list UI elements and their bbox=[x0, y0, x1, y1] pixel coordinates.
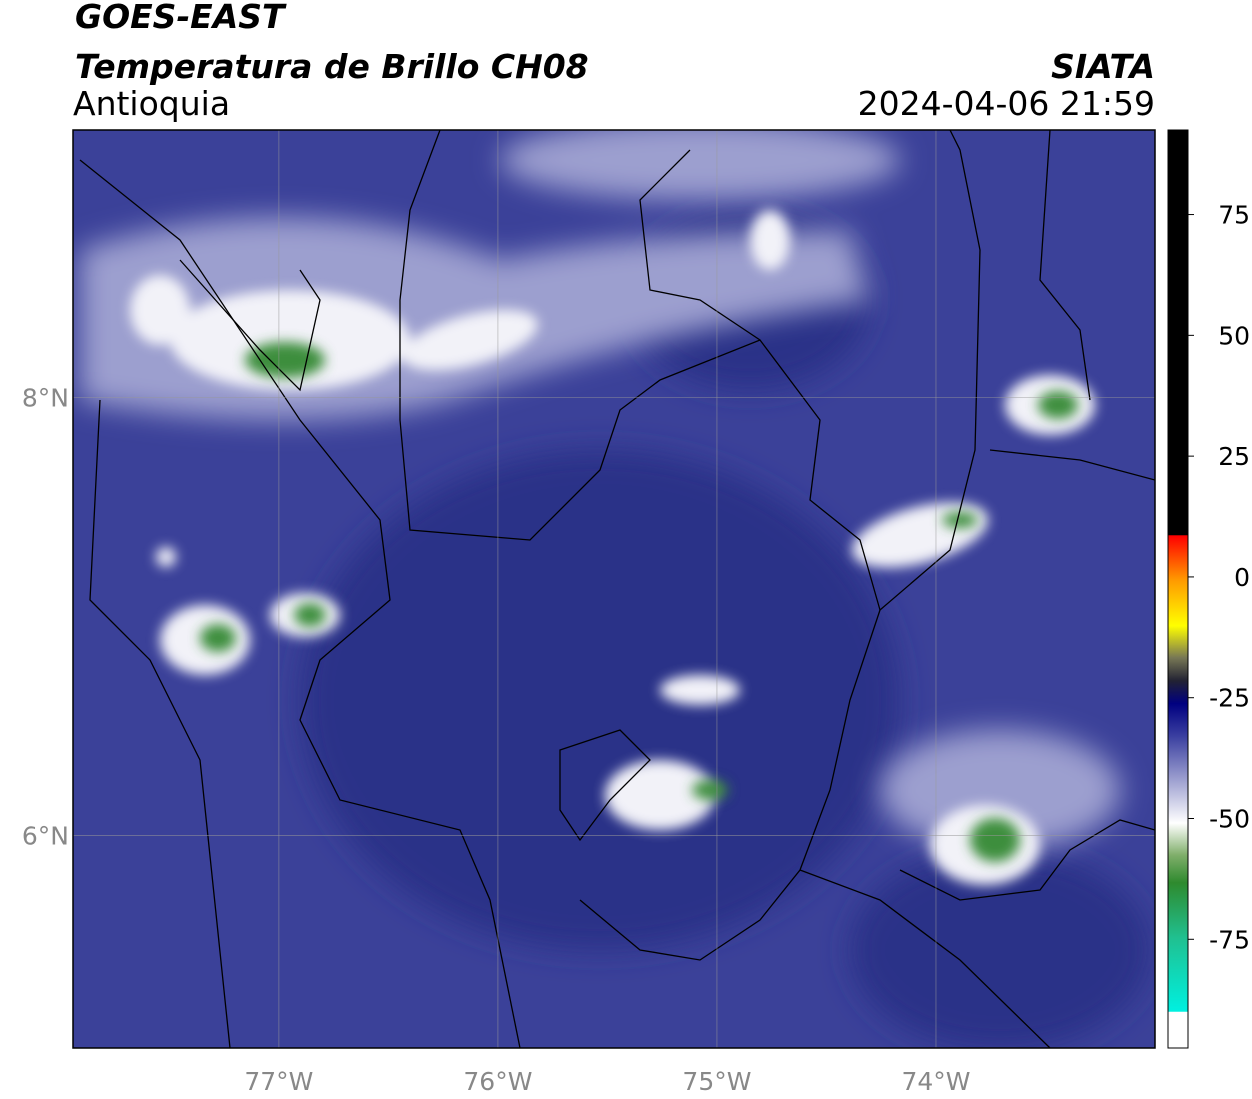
lon-label: 76°W bbox=[463, 1067, 532, 1096]
datetime: 2024-04-06 21:59 bbox=[858, 84, 1155, 123]
colorbar bbox=[1167, 129, 1189, 1049]
subtitle: Temperatura de Brillo CH08 bbox=[75, 47, 589, 86]
lon-label: 77°W bbox=[244, 1067, 313, 1096]
colorbar-label: 0 bbox=[1234, 563, 1250, 592]
colorbar-label: 25 bbox=[1218, 442, 1250, 471]
lat-label: 8°N bbox=[22, 383, 69, 412]
region: Antioquia bbox=[73, 84, 230, 123]
colorbar-label: -75 bbox=[1209, 925, 1250, 954]
colorbar-label: -50 bbox=[1209, 805, 1250, 834]
lon-label: 74°W bbox=[901, 1067, 970, 1096]
title: GOES-EAST bbox=[75, 0, 287, 36]
map-frame bbox=[72, 129, 1156, 1049]
lon-label: 75°W bbox=[682, 1067, 751, 1096]
lat-label: 6°N bbox=[22, 821, 69, 850]
colorbar-label: 75 bbox=[1218, 201, 1250, 230]
colorbar-label: 50 bbox=[1218, 321, 1250, 350]
satellite-image bbox=[73, 130, 1155, 1048]
colorbar-label: -25 bbox=[1209, 684, 1250, 713]
graticule bbox=[73, 130, 1155, 1048]
source: SIATA bbox=[1051, 47, 1155, 86]
